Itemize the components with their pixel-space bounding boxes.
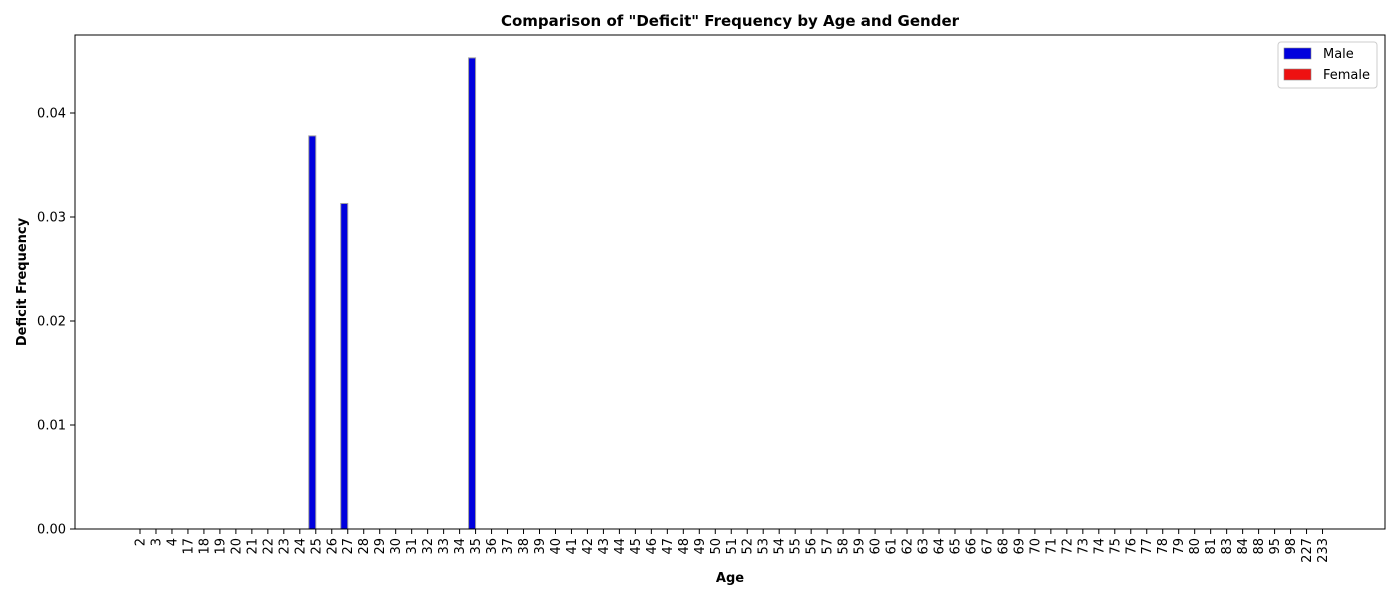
x-tick-label: 79 xyxy=(1172,538,1187,555)
x-tick-label: 17 xyxy=(181,538,196,555)
x-tick-label: 37 xyxy=(501,538,516,555)
x-tick-label: 36 xyxy=(485,538,500,555)
x-tick-label: 25 xyxy=(309,538,324,555)
x-tick-label: 48 xyxy=(677,538,692,555)
x-tick-label: 75 xyxy=(1108,538,1123,555)
x-tick-label: 61 xyxy=(885,538,900,555)
legend-label-female: Female xyxy=(1323,68,1370,83)
x-tick-label: 70 xyxy=(1028,538,1043,555)
legend-swatch-male xyxy=(1283,47,1312,60)
x-tick-label: 83 xyxy=(1220,538,1235,555)
x-tick-label: 23 xyxy=(277,538,292,555)
x-tick-label: 38 xyxy=(517,538,532,555)
x-tick-label: 28 xyxy=(357,538,372,555)
chart-title: Comparison of "Deficit" Frequency by Age… xyxy=(501,12,960,30)
x-tick-label: 66 xyxy=(964,538,979,555)
x-tick-label: 59 xyxy=(853,538,868,555)
x-tick-label: 51 xyxy=(725,538,740,555)
x-tick-label: 45 xyxy=(629,538,644,555)
y-tick-label: 0.02 xyxy=(37,315,66,330)
x-tick-label: 44 xyxy=(613,538,628,555)
x-tick-label: 77 xyxy=(1140,538,1155,555)
x-tick-label: 73 xyxy=(1076,538,1091,555)
x-tick-label: 27 xyxy=(341,538,356,555)
x-axis-label: Age xyxy=(716,571,744,586)
x-tick-label: 30 xyxy=(389,538,404,555)
x-tick-label: 2 xyxy=(134,538,149,546)
x-tick-label: 29 xyxy=(373,538,388,555)
x-tick-label: 55 xyxy=(789,538,804,555)
legend-label-male: Male xyxy=(1323,47,1354,62)
x-tick-label: 19 xyxy=(213,538,228,555)
x-tick-label: 76 xyxy=(1124,538,1139,555)
x-tick-label: 31 xyxy=(405,538,420,555)
x-tick-label: 80 xyxy=(1188,538,1203,555)
x-tick-label: 3 xyxy=(149,538,164,546)
x-tick-label: 65 xyxy=(948,538,963,555)
x-tick-label: 81 xyxy=(1204,538,1219,555)
x-tick-label: 41 xyxy=(565,538,580,555)
x-tick-label: 62 xyxy=(901,538,916,555)
x-tick-label: 34 xyxy=(453,538,468,555)
x-tick-label: 69 xyxy=(1012,538,1027,555)
x-tick-label: 18 xyxy=(197,538,212,555)
x-tick-label: 84 xyxy=(1236,538,1251,555)
x-tick-label: 52 xyxy=(741,538,756,555)
x-tick-label: 49 xyxy=(693,538,708,555)
x-tick-label: 46 xyxy=(645,538,660,555)
x-tick-label: 20 xyxy=(229,538,244,555)
y-tick-label: 0.01 xyxy=(37,419,66,434)
x-tick-label: 74 xyxy=(1092,538,1107,555)
bar-male-35 xyxy=(468,57,477,530)
x-tick-label: 4 xyxy=(165,538,180,546)
x-tick-label: 39 xyxy=(533,538,548,555)
x-tick-label: 54 xyxy=(773,538,788,555)
x-tick-label: 32 xyxy=(421,538,436,555)
y-tick-label: 0.04 xyxy=(37,107,66,122)
plot-frame xyxy=(74,34,1386,530)
legend-swatch-female xyxy=(1283,68,1312,81)
x-tick-label: 26 xyxy=(325,538,340,555)
legend: Male Female xyxy=(1277,41,1378,89)
y-axis-label: Deficit Frequency xyxy=(15,217,30,346)
x-tick-label: 95 xyxy=(1268,538,1283,555)
x-tick-label: 67 xyxy=(980,538,995,555)
x-tick-label: 56 xyxy=(805,538,820,555)
x-tick-label: 233 xyxy=(1316,538,1331,563)
x-tick-label: 98 xyxy=(1284,538,1299,555)
x-tick-label: 53 xyxy=(757,538,772,555)
x-tick-label: 78 xyxy=(1156,538,1171,555)
y-tick-label: 0.00 xyxy=(37,523,66,538)
bar-male-27 xyxy=(340,202,349,530)
x-tick-label: 71 xyxy=(1044,538,1059,555)
x-tick-label: 88 xyxy=(1252,538,1267,555)
x-tick-label: 24 xyxy=(293,538,308,555)
x-tick-label: 60 xyxy=(869,538,884,555)
x-tick-label: 21 xyxy=(245,538,260,555)
x-tick-label: 57 xyxy=(821,538,836,555)
plot-area: 0.000.010.020.030.042 3 4 17 18 19 20 21 22 23 24 2… xyxy=(37,57,1331,563)
x-tick-label: 22 xyxy=(261,538,276,555)
x-tick-label: 40 xyxy=(549,538,564,555)
x-tick-label: 42 xyxy=(581,538,596,555)
x-tick-label: 35 xyxy=(469,538,484,555)
x-tick-label: 33 xyxy=(437,538,452,555)
x-tick-label: 64 xyxy=(933,538,948,555)
x-tick-label: 43 xyxy=(597,538,612,555)
x-tick-label: 58 xyxy=(837,538,852,555)
x-tick-label: 63 xyxy=(917,538,932,555)
x-tick-label: 227 xyxy=(1300,538,1315,563)
x-tick-label: 50 xyxy=(709,538,724,555)
y-tick-label: 0.03 xyxy=(37,211,66,226)
x-tick-label: 68 xyxy=(996,538,1011,555)
bar-male-25 xyxy=(308,135,317,530)
x-tick-label: 72 xyxy=(1060,538,1075,555)
x-tick-label: 47 xyxy=(661,538,676,555)
